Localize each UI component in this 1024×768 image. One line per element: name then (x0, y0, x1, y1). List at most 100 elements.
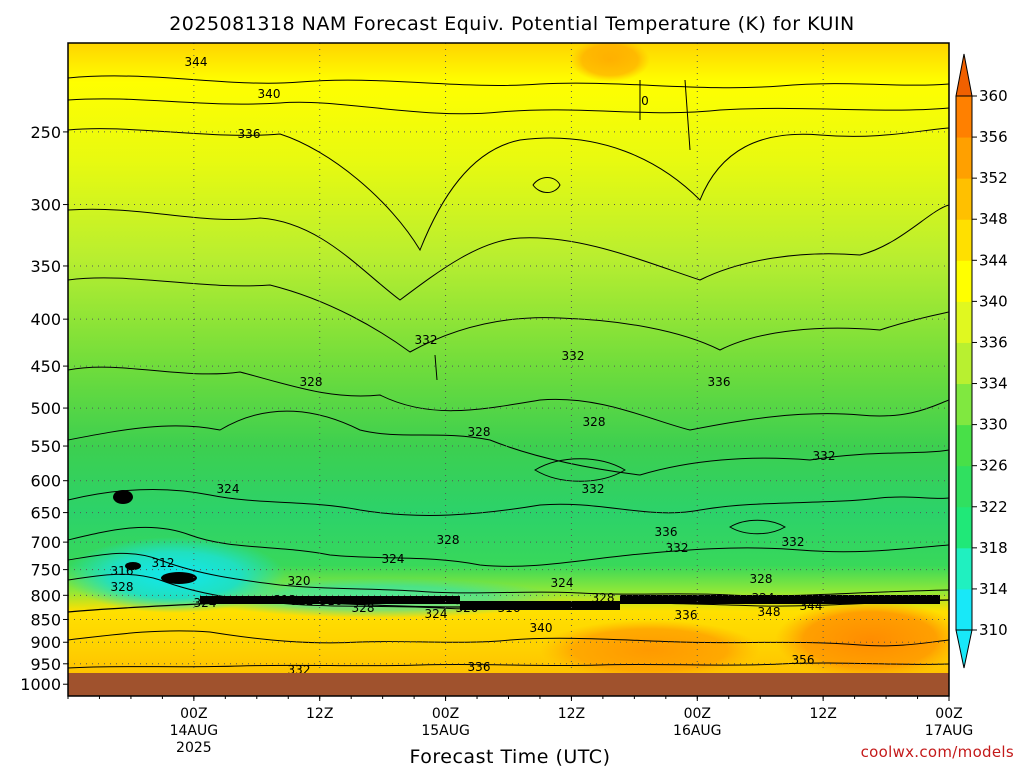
colorbar-tick-label: 340 (979, 292, 1008, 310)
credit-text: coolwx.com/models (861, 743, 1014, 761)
x-tick-label: 12Z (558, 706, 585, 722)
y-tick-label: 400 (30, 310, 61, 329)
colorbar-segment (956, 383, 972, 426)
contour-label: 328 (300, 375, 323, 389)
colorbar-segment (956, 465, 972, 508)
y-tick-label: 600 (30, 472, 61, 491)
colorbar-segment (956, 219, 972, 261)
contour-label: 324 (382, 552, 405, 566)
y-tick-label: 1000 (20, 675, 61, 694)
x-axis-label: Forecast Time (UTC) (410, 746, 611, 768)
contour-label: 340 (258, 87, 281, 101)
inversion-band (200, 596, 460, 604)
contour-label: 312 (291, 594, 314, 608)
y-tick-label: 550 (30, 437, 61, 456)
x-tick-label: 00Z (684, 706, 711, 722)
high-theta-e-patch (775, 600, 949, 680)
contour-label: 328 (111, 580, 134, 594)
chart-title: 2025081318 NAM Forecast Equiv. Potential… (169, 13, 855, 35)
y-tick-label: 950 (30, 655, 61, 674)
contour-lines (68, 75, 949, 669)
y-tick-label: 300 (30, 196, 61, 215)
contour-label: 312 (152, 556, 175, 570)
x-tick-label: 12Z (306, 706, 333, 722)
contour-label: 316 (111, 564, 134, 578)
colorbar-tick-label: 310 (979, 621, 1008, 639)
colorbar-tick-label: 344 (979, 251, 1008, 269)
x-tick-label: 00Z (432, 706, 459, 722)
contour-label: 328 (750, 572, 773, 586)
inversion-band (460, 601, 620, 610)
y-tick-label: 750 (30, 561, 61, 580)
colorbar: 310 314 318 322 326 330 334 336 340 344 348 352 356 3… (955, 53, 1008, 669)
contour-label: 324 (217, 482, 240, 496)
contour-label: 332 (582, 482, 605, 496)
y-tick-label: 450 (30, 357, 61, 376)
contour-label: 0 (641, 94, 649, 108)
contour-label: 356 (792, 653, 815, 667)
contour-label: 336 (708, 375, 731, 389)
contour-label: 340 (530, 621, 553, 635)
colorbar-low-arrow (955, 629, 973, 669)
colorbar-segment (956, 301, 972, 343)
colorbar-tick-label: 326 (979, 457, 1008, 475)
colorbar-tick-label: 318 (979, 539, 1008, 557)
contour-label: 324 (425, 607, 448, 621)
y-tick-label: 700 (30, 533, 61, 552)
colorbar-segment (956, 342, 972, 385)
contour-label: 316 (320, 594, 343, 608)
contour-label: 328 (583, 415, 606, 429)
inversion-blob (161, 572, 197, 584)
contour-label: 312 (274, 593, 297, 607)
high-theta-e-patch (540, 620, 760, 680)
contour-label: 336 (468, 660, 491, 674)
colorbar-tick-label: 352 (979, 169, 1008, 187)
y-tick-label: 900 (30, 633, 61, 652)
colorbar-high-arrow (955, 53, 973, 97)
colorbar-segment (956, 178, 972, 220)
contour-label: 344 (800, 599, 823, 613)
high-theta-e-patch (570, 43, 650, 82)
contour-label: 332 (415, 333, 438, 347)
colorbar-segment (956, 96, 972, 138)
y-tick-label: 850 (30, 610, 61, 629)
contour-label: 332 (562, 349, 585, 363)
contour-label: 328 (437, 533, 460, 547)
x-tick-label: 00Z (180, 706, 207, 722)
contour-label: 328 (592, 591, 615, 605)
x-tick-label: 14AUG (170, 723, 219, 739)
contour-label: 332 (813, 449, 836, 463)
colorbar-tick-label: 330 (979, 416, 1008, 434)
y-tick-label: 500 (30, 399, 61, 418)
y-tick-label: 650 (30, 504, 61, 523)
inversion-blob (125, 562, 141, 570)
colorbar-tick-label: 322 (979, 498, 1008, 516)
contour-label: 336 (238, 127, 261, 141)
colorbar-tick-label: 360 (979, 87, 1008, 105)
x-tick-label: 12Z (809, 706, 836, 722)
contour-label: 332 (666, 541, 689, 555)
colorbar-segment (956, 547, 972, 590)
y-tick-label: 350 (30, 257, 61, 276)
y-tick-label: 250 (30, 123, 61, 142)
ground-band (68, 673, 949, 696)
colorbar-segment (956, 588, 972, 631)
inversion-band (620, 595, 940, 604)
colorbar-segment (956, 260, 972, 302)
contour-label: 324 (194, 596, 217, 610)
plot-area: 344 340 336 332 332 328 328 328 336 324 332 332 336 3… (68, 43, 949, 696)
y-tick-label: 800 (30, 586, 61, 605)
contour-label: 336 (675, 608, 698, 622)
contour-label: 320 (288, 574, 311, 588)
inversion-blob (113, 490, 133, 504)
colorbar-frame (955, 95, 973, 631)
colorbar-segment (956, 424, 972, 467)
contour-label: 328 (468, 425, 491, 439)
x-tick-label: 00Z (935, 706, 962, 722)
colorbar-tick-label: 334 (979, 375, 1008, 393)
contour-label: 332 (782, 535, 805, 549)
y-axis: 250 300 350 400 450 500 550 600 650 700 750 800 850 9… (20, 123, 68, 694)
colorbar-tick-label: 314 (979, 580, 1008, 598)
x-tick-label: 2025 (176, 740, 212, 756)
contour-label: 324 (551, 576, 574, 590)
